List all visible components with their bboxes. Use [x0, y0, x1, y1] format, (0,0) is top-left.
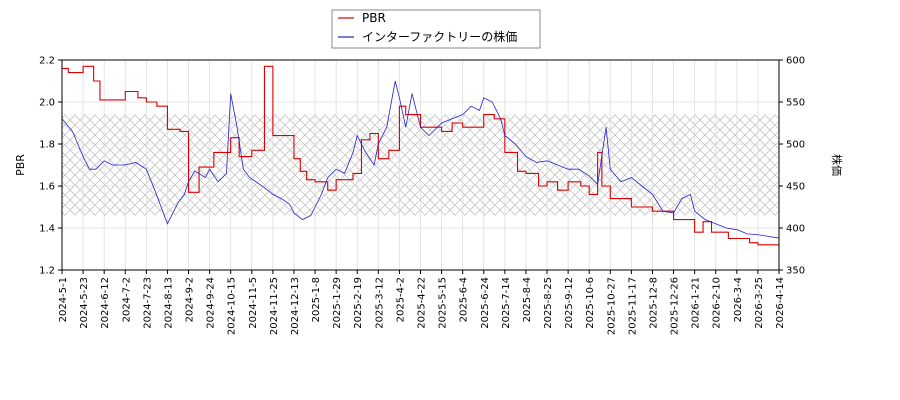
x-tick-label: 2026-2-10: [712, 277, 723, 329]
left-tick-label: 1.6: [39, 182, 55, 193]
x-tick-label: 2025-2-19: [353, 277, 364, 329]
left-axis-ticks: 1.2 1.4 1.6 1.8 2.0 2.2: [39, 56, 62, 277]
left-axis-title: PBR: [14, 154, 27, 176]
x-axis-ticks: 2024-5-1 2024-5-23 2024-6-12 2024-7-2 2024-7…: [58, 270, 786, 335]
x-tick-label: 2026-1-21: [691, 277, 702, 329]
x-tick-label: 2024-5-1: [58, 277, 69, 322]
left-tick-label: 1.8: [39, 140, 55, 151]
left-tick-label: 2.2: [39, 56, 55, 67]
right-tick-label: 400: [786, 224, 805, 235]
x-tick-label: 2024-7-23: [142, 277, 153, 329]
x-tick-label: 2025-1-29: [332, 277, 343, 329]
x-tick-label: 2025-5-15: [438, 277, 449, 329]
right-axis-title: 株価: [830, 154, 844, 176]
x-tick-label: 2025-10-27: [606, 277, 617, 335]
legend-label-price: インターファクトリーの株価: [362, 29, 517, 44]
x-tick-label: 2025-7-14: [501, 277, 512, 329]
x-tick-label: 2026-3-4: [733, 277, 744, 322]
x-tick-label: 2024-9-2: [185, 277, 196, 322]
x-tick-label: 2024-8-13: [163, 277, 174, 329]
x-tick-label: 2025-12-8: [648, 277, 659, 329]
right-tick-label: 600: [786, 56, 805, 67]
left-tick-label: 1.4: [39, 224, 55, 235]
x-tick-label: 2024-6-12: [100, 277, 111, 329]
right-tick-label: 450: [786, 182, 805, 193]
series-layer: [62, 65, 779, 248]
x-tick-label: 2024-5-23: [79, 277, 90, 329]
x-tick-label: 2025-11-17: [627, 277, 638, 335]
x-tick-label: 2025-12-26: [670, 277, 681, 335]
right-axis-ticks: 350 400 450 500 550 600: [779, 56, 805, 277]
x-tick-label: 2024-9-24: [206, 277, 217, 329]
x-tick-label: 2025-1-8: [311, 277, 322, 322]
right-tick-label: 550: [786, 98, 805, 109]
left-tick-label: 1.2: [39, 266, 55, 277]
x-tick-label: 2025-6-4: [459, 277, 470, 322]
right-tick-label: 350: [786, 266, 805, 277]
legend-box: [331, 9, 541, 49]
series-line-price: [62, 80, 779, 239]
x-tick-label: 2024-11-5: [248, 277, 259, 329]
x-tick-label: 2024-7-2: [121, 277, 132, 322]
legend-label-pbr: PBR: [362, 11, 386, 25]
x-tick-label: 2025-4-2: [395, 277, 406, 322]
x-tick-label: 2025-10-6: [585, 277, 596, 329]
x-tick-label: 2025-3-12: [374, 277, 385, 329]
x-tick-label: 2025-8-25: [543, 277, 554, 329]
x-tick-label: 2025-9-12: [564, 277, 575, 329]
x-tick-label: 2026-4-14: [775, 277, 786, 329]
left-tick-label: 2.0: [39, 98, 55, 109]
x-tick-label: 2026-3-25: [754, 277, 765, 329]
series-line-pbr: [62, 65, 779, 248]
x-tick-label: 2024-12-13: [290, 277, 301, 335]
x-tick-label: 2025-6-24: [480, 277, 491, 329]
legend: PBR インターファクトリーの株価: [331, 9, 541, 49]
x-tick-label: 2024-10-15: [227, 277, 238, 335]
x-tick-label: 2025-8-4: [522, 277, 533, 322]
x-tick-label: 2025-4-22: [417, 277, 428, 329]
right-tick-label: 500: [786, 140, 805, 151]
x-tick-label: 2024-11-25: [269, 277, 280, 335]
